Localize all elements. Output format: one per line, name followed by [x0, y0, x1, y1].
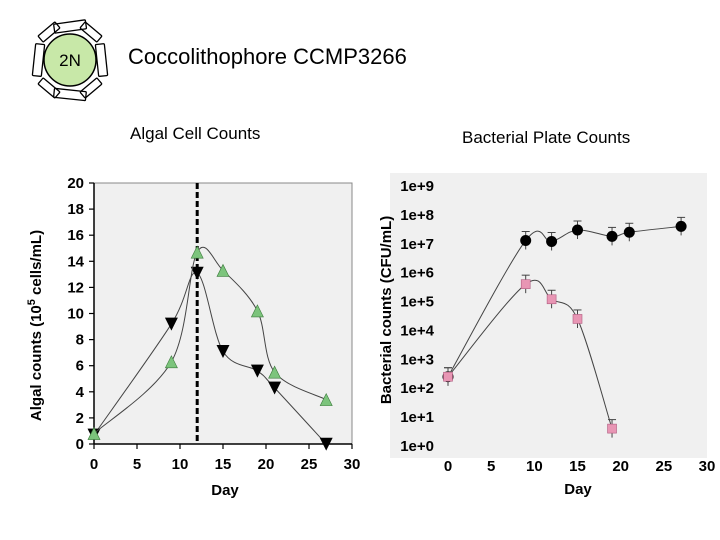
- bacterial-x-tick-label: 5: [487, 458, 495, 475]
- bacterial-y-tick-label: 1e+9: [400, 178, 434, 195]
- bacterial-y-tick-label: 1e+3: [400, 351, 434, 368]
- bacterial-x-tick-label: 0: [444, 458, 452, 475]
- algal-series-0-point: [190, 266, 204, 280]
- algal-x-tick-label: 5: [133, 456, 141, 473]
- algal-series-0-point: [319, 437, 333, 451]
- algal-plot-area: [93, 182, 353, 445]
- bacterial-y-tick-label: 1e+2: [400, 380, 434, 397]
- algal-series-0-point: [250, 364, 264, 378]
- badge-ring: [31, 19, 109, 102]
- algal-y-tick-label: 12: [67, 279, 84, 296]
- algal-series-1-point: [268, 365, 282, 379]
- algal-chart-title: Algal Cell Counts: [130, 124, 261, 143]
- bacterial-series-0-point: [546, 235, 558, 247]
- bacterial-x-axis-label: Day: [564, 481, 592, 498]
- badge-label: 2N: [59, 51, 81, 70]
- algal-x-tick-label: 0: [90, 456, 98, 473]
- bacterial-y-tick-label: 1e+8: [400, 207, 434, 224]
- algal-x-tick-label: 20: [258, 456, 275, 473]
- bacterial-y-axis-label: Bacterial counts (CFU/mL): [378, 216, 395, 404]
- bacterial-series-1-point: [607, 423, 617, 434]
- bacterial-x-tick-label: 25: [655, 458, 672, 475]
- bacterial-y-tick-label: 1e+1: [400, 409, 434, 426]
- bacterial-y-tick-label: 1e+6: [400, 265, 434, 282]
- algal-series-1-point: [216, 263, 230, 277]
- bacterial-y-tick-label: 1e+4: [400, 322, 434, 339]
- bacterial-x-tick-label: 20: [612, 458, 629, 475]
- algal-x-tick-label: 30: [344, 456, 361, 473]
- algal-series-1-point: [164, 355, 178, 369]
- bacterial-series-1-point: [520, 279, 531, 289]
- bacterial-series-0-point: [572, 224, 583, 236]
- bacterial-series-1-point: [572, 314, 583, 324]
- bacterial-series-0-point: [520, 234, 532, 246]
- algal-y-tick-label: 4: [76, 384, 85, 401]
- bacterial-x-tick-label: 10: [526, 458, 543, 475]
- algal-x-tick-label: 10: [172, 456, 189, 473]
- algal-series-1-point: [190, 245, 204, 259]
- bacterial-x-tick-label: 30: [699, 458, 716, 475]
- badge-disc: [43, 33, 97, 87]
- algal-series-0-point: [268, 381, 282, 395]
- algal-y-tick-label: 18: [67, 201, 84, 218]
- bacterial-plot-area: [390, 173, 707, 458]
- bacterial-series-0-point: [675, 220, 687, 232]
- algal-series-0-point: [216, 345, 230, 359]
- algal-y-tick-label: 16: [67, 227, 84, 244]
- bacterial-series-0-point: [606, 230, 618, 242]
- algal-series-0-point: [164, 317, 178, 331]
- bacterial-series-1-point: [546, 294, 557, 305]
- algal-y-tick-label: 10: [67, 306, 84, 323]
- algal-y-tick-label: 0: [76, 436, 84, 453]
- algal-series-1-point: [319, 392, 333, 406]
- page-title: Coccolithophore CCMP3266: [128, 44, 407, 69]
- bacterial-y-tick-label: 1e+0: [400, 438, 434, 455]
- algal-x-tick-label: 25: [301, 456, 318, 473]
- algal-y-tick-label: 2: [76, 410, 84, 427]
- algal-series-1-point: [250, 304, 264, 318]
- algal-y-tick-label: 20: [67, 175, 84, 192]
- algal-y-tick-label: 14: [67, 253, 84, 270]
- algal-y-tick-label: 8: [76, 332, 84, 349]
- algal-y-axis-label: Algal counts (105 cells/mL): [26, 230, 45, 421]
- algal-y-tick-label: 6: [76, 358, 84, 375]
- algal-series-1-point: [87, 426, 101, 440]
- bacterial-y-tick-label: 1e+7: [400, 236, 434, 253]
- algal-x-tick-label: 15: [215, 456, 232, 473]
- bacterial-series-0-point: [623, 226, 635, 238]
- ploidy-badge: 2N: [31, 19, 109, 102]
- bacterial-series-1-point: [443, 371, 453, 382]
- bacterial-chart-title: Bacterial Plate Counts: [462, 128, 631, 147]
- algal-x-axis-label: Day: [211, 482, 239, 499]
- bacterial-y-tick-label: 1e+5: [400, 294, 434, 311]
- bacterial-x-tick-label: 15: [569, 458, 586, 475]
